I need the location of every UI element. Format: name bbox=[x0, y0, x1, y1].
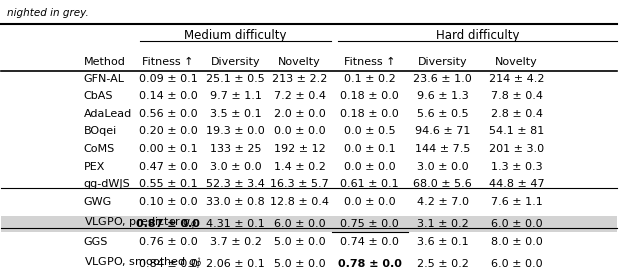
Text: PEX: PEX bbox=[84, 161, 105, 171]
Text: 144 ± 7.5: 144 ± 7.5 bbox=[415, 144, 470, 154]
Text: Fitness ↑: Fitness ↑ bbox=[142, 57, 194, 67]
Text: 214 ± 4.2: 214 ± 4.2 bbox=[489, 74, 545, 84]
Text: 12.8 ± 0.4: 12.8 ± 0.4 bbox=[270, 197, 329, 207]
Text: 0.87 ± 0.0: 0.87 ± 0.0 bbox=[136, 219, 200, 229]
Text: 201 ± 3.0: 201 ± 3.0 bbox=[489, 144, 544, 154]
Text: 0.14 ± 0.0: 0.14 ± 0.0 bbox=[139, 91, 197, 101]
Text: 5.0 ± 0.0: 5.0 ± 0.0 bbox=[274, 237, 325, 247]
Text: 3.6 ± 0.1: 3.6 ± 0.1 bbox=[417, 237, 468, 247]
Text: 23.6 ± 1.0: 23.6 ± 1.0 bbox=[413, 74, 472, 84]
Text: 0.61 ± 0.1: 0.61 ± 0.1 bbox=[340, 179, 399, 189]
Text: 19.3 ± 0.0: 19.3 ± 0.0 bbox=[206, 126, 265, 136]
Text: 2.06 ± 0.1: 2.06 ± 0.1 bbox=[206, 259, 265, 269]
Text: 0.09 ± 0.1: 0.09 ± 0.1 bbox=[139, 74, 197, 84]
Text: VLGPO, smoothed $g_{\hat{\phi}}$: VLGPO, smoothed $g_{\hat{\phi}}$ bbox=[84, 256, 202, 270]
Text: 0.56 ± 0.0: 0.56 ± 0.0 bbox=[139, 109, 197, 119]
Text: VLGPO, predictor $g_\phi$: VLGPO, predictor $g_\phi$ bbox=[84, 216, 196, 232]
Text: 133 ± 25: 133 ± 25 bbox=[210, 144, 262, 154]
Text: 3.0 ± 0.0: 3.0 ± 0.0 bbox=[210, 161, 262, 171]
Text: 54.1 ± 81: 54.1 ± 81 bbox=[489, 126, 544, 136]
Text: Diversity: Diversity bbox=[418, 57, 467, 67]
Text: CbAS: CbAS bbox=[84, 91, 113, 101]
Text: 33.0 ± 0.8: 33.0 ± 0.8 bbox=[206, 197, 265, 207]
Text: 4.31 ± 0.1: 4.31 ± 0.1 bbox=[206, 219, 265, 229]
Text: BOqei: BOqei bbox=[84, 126, 117, 136]
Text: 2.0 ± 0.0: 2.0 ± 0.0 bbox=[274, 109, 325, 119]
Text: 0.18 ± 0.0: 0.18 ± 0.0 bbox=[340, 109, 399, 119]
Text: Method: Method bbox=[84, 57, 125, 67]
Text: 0.0 ± 0.1: 0.0 ± 0.1 bbox=[344, 144, 396, 154]
Text: nighted in grey.: nighted in grey. bbox=[7, 8, 89, 18]
Text: 5.6 ± 0.5: 5.6 ± 0.5 bbox=[417, 109, 468, 119]
Text: 8.0 ± 0.0: 8.0 ± 0.0 bbox=[491, 237, 543, 247]
Text: GFN-AL: GFN-AL bbox=[84, 74, 125, 84]
Text: Fitness ↑: Fitness ↑ bbox=[344, 57, 396, 67]
Text: 3.7 ± 0.2: 3.7 ± 0.2 bbox=[210, 237, 262, 247]
Text: 16.3 ± 5.7: 16.3 ± 5.7 bbox=[270, 179, 329, 189]
Text: 213 ± 2.2: 213 ± 2.2 bbox=[272, 74, 327, 84]
Text: 6.0 ± 0.0: 6.0 ± 0.0 bbox=[491, 219, 543, 229]
Text: 0.00 ± 0.1: 0.00 ± 0.1 bbox=[139, 144, 197, 154]
Text: 7.6 ± 1.1: 7.6 ± 1.1 bbox=[491, 197, 543, 207]
Bar bbox=[1, 256, 617, 270]
Text: Medium difficulty: Medium difficulty bbox=[184, 29, 287, 42]
Text: 3.1 ± 0.2: 3.1 ± 0.2 bbox=[417, 219, 468, 229]
Text: 0.75 ± 0.0: 0.75 ± 0.0 bbox=[340, 219, 399, 229]
Text: 0.47 ± 0.0: 0.47 ± 0.0 bbox=[139, 161, 198, 171]
Text: 0.0 ± 0.0: 0.0 ± 0.0 bbox=[344, 197, 396, 207]
Text: 192 ± 12: 192 ± 12 bbox=[274, 144, 325, 154]
Text: 3.0 ± 0.0: 3.0 ± 0.0 bbox=[417, 161, 468, 171]
Text: 52.3 ± 3.4: 52.3 ± 3.4 bbox=[206, 179, 265, 189]
Text: AdaLead: AdaLead bbox=[84, 109, 132, 119]
Text: 0.78 ± 0.0: 0.78 ± 0.0 bbox=[338, 259, 402, 269]
Text: 9.6 ± 1.3: 9.6 ± 1.3 bbox=[417, 91, 468, 101]
Text: 0.55 ± 0.1: 0.55 ± 0.1 bbox=[139, 179, 197, 189]
Text: gg-dWJS: gg-dWJS bbox=[84, 179, 131, 189]
Text: 4.2 ± 7.0: 4.2 ± 7.0 bbox=[417, 197, 468, 207]
Text: 3.5 ± 0.1: 3.5 ± 0.1 bbox=[210, 109, 262, 119]
Text: 7.2 ± 0.4: 7.2 ± 0.4 bbox=[273, 91, 326, 101]
Text: 5.0 ± 0.0: 5.0 ± 0.0 bbox=[274, 259, 325, 269]
Text: 1.3 ± 0.3: 1.3 ± 0.3 bbox=[491, 161, 543, 171]
Text: 0.76 ± 0.0: 0.76 ± 0.0 bbox=[139, 237, 197, 247]
Text: 0.20 ± 0.0: 0.20 ± 0.0 bbox=[139, 126, 197, 136]
Text: 68.0 ± 5.6: 68.0 ± 5.6 bbox=[413, 179, 472, 189]
Text: 9.7 ± 1.1: 9.7 ± 1.1 bbox=[210, 91, 262, 101]
Text: 0.0 ± 0.0: 0.0 ± 0.0 bbox=[344, 161, 396, 171]
Text: 44.8 ± 47: 44.8 ± 47 bbox=[489, 179, 545, 189]
Text: 0.0 ± 0.5: 0.0 ± 0.5 bbox=[344, 126, 396, 136]
Text: 2.8 ± 0.4: 2.8 ± 0.4 bbox=[491, 109, 543, 119]
Text: 2.5 ± 0.2: 2.5 ± 0.2 bbox=[417, 259, 468, 269]
Text: GGS: GGS bbox=[84, 237, 108, 247]
Text: Diversity: Diversity bbox=[211, 57, 260, 67]
Text: 0.0 ± 0.0: 0.0 ± 0.0 bbox=[274, 126, 325, 136]
Text: CoMS: CoMS bbox=[84, 144, 115, 154]
Text: 0.1 ± 0.2: 0.1 ± 0.2 bbox=[344, 74, 396, 84]
Text: 94.6 ± 71: 94.6 ± 71 bbox=[415, 126, 470, 136]
Text: Hard difficulty: Hard difficulty bbox=[436, 29, 519, 42]
Text: 0.18 ± 0.0: 0.18 ± 0.0 bbox=[340, 91, 399, 101]
Text: 7.8 ± 0.4: 7.8 ± 0.4 bbox=[491, 91, 543, 101]
Text: 0.10 ± 0.0: 0.10 ± 0.0 bbox=[139, 197, 197, 207]
Text: Novelty: Novelty bbox=[495, 57, 538, 67]
Text: 6.0 ± 0.0: 6.0 ± 0.0 bbox=[491, 259, 543, 269]
Text: 1.4 ± 0.2: 1.4 ± 0.2 bbox=[274, 161, 326, 171]
Text: 0.74 ± 0.0: 0.74 ± 0.0 bbox=[340, 237, 399, 247]
Text: 6.0 ± 0.0: 6.0 ± 0.0 bbox=[274, 219, 325, 229]
Text: GWG: GWG bbox=[84, 197, 112, 207]
Text: 25.1 ± 0.5: 25.1 ± 0.5 bbox=[206, 74, 265, 84]
Text: 0.84 ± 0.0: 0.84 ± 0.0 bbox=[139, 259, 198, 269]
Text: Novelty: Novelty bbox=[278, 57, 321, 67]
Bar bbox=[1, 216, 617, 232]
